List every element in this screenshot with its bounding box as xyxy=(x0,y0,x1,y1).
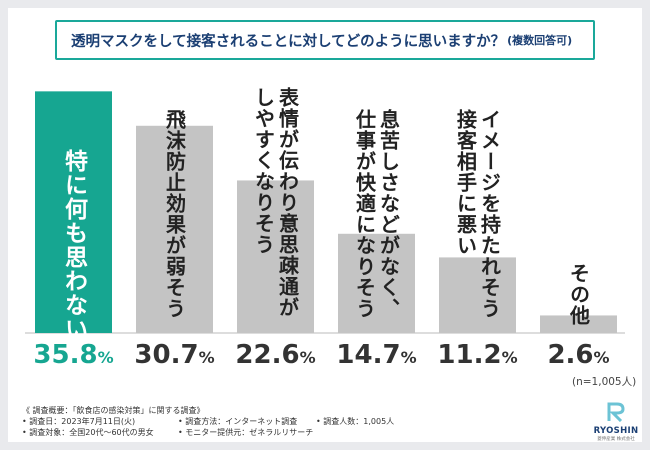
value-label-2: 22.6% xyxy=(231,340,321,370)
chart-card xyxy=(8,8,642,442)
question-text: 透明マスクをして接客されることに対してどのように思いますか？ xyxy=(71,33,506,50)
value-label-4: 11.2% xyxy=(433,340,523,370)
value-number-0: 35.8 xyxy=(33,340,98,370)
value-label-5: 2.6% xyxy=(534,340,624,370)
value-unit-4: % xyxy=(501,348,518,367)
value-number-5: 2.6 xyxy=(547,340,594,370)
sample-size-note: (n=1,005人) xyxy=(572,376,637,388)
question-suffix: (複数回答可) xyxy=(507,34,573,47)
value-number-2: 22.6 xyxy=(235,340,300,370)
value-unit-0: % xyxy=(97,348,114,367)
bar-label-2: 表情が伝わり意思疎通が しやすくなりそう xyxy=(251,87,300,318)
bar-2 xyxy=(237,180,314,333)
ryoshin-logo: RYOSHIN 菱伸産業 株式会社 xyxy=(592,402,640,442)
value-number-3: 14.7 xyxy=(336,340,401,370)
survey-method: • 調査方法：インターネット調査 xyxy=(178,417,298,426)
bar-0 xyxy=(35,91,112,333)
bar-3 xyxy=(338,233,415,333)
bar-label-5: その他 xyxy=(566,263,591,326)
survey-count: • 調査人数：1,005人 xyxy=(316,417,395,426)
survey-heading: 《 調査概要：「飲食店の感染対策」に関する調査》 xyxy=(22,406,205,415)
bar-4 xyxy=(439,257,516,333)
value-number-1: 30.7 xyxy=(134,340,199,370)
bar-label-3: 息苦しさなどがなく、 仕事が快適になりそう xyxy=(352,109,401,319)
ryoshin-r-logo-icon xyxy=(607,402,625,423)
survey-footer: 《 調査概要：「飲食店の感染対策」に関する調査》 • 調査日：2023年7月11… xyxy=(22,405,394,438)
value-label-3: 14.7% xyxy=(332,340,422,370)
value-unit-1: % xyxy=(198,348,215,367)
value-unit-3: % xyxy=(400,348,417,367)
bar-label-0: 特に何も思わない xyxy=(60,149,87,342)
logo-brand: RYOSHIN xyxy=(593,426,639,436)
survey-provider: • モニター提供元：ゼネラルリサーチ xyxy=(178,428,314,437)
value-unit-2: % xyxy=(299,348,316,367)
value-label-1: 30.7% xyxy=(130,340,220,370)
bar-5 xyxy=(540,315,617,333)
value-number-4: 11.2 xyxy=(437,340,502,370)
logo-sub: 菱伸産業 株式会社 xyxy=(597,437,635,442)
bar-1 xyxy=(136,125,213,334)
survey-target: • 調査対象：全国20代～60代の男女 xyxy=(22,428,154,437)
chart-question-title: 透明マスクをして接客されることに対してどのように思いますか？ (複数回答可) xyxy=(55,20,595,60)
survey-date: • 調査日：2023年7月11日(火) xyxy=(22,417,136,426)
value-unit-5: % xyxy=(593,348,610,367)
value-label-0: 35.8% xyxy=(29,340,119,370)
bar-label-4: イメージを持たれそう 接客相手に悪い xyxy=(453,109,502,319)
bar-label-1: 飛沫防止効果が弱そう xyxy=(162,109,187,319)
